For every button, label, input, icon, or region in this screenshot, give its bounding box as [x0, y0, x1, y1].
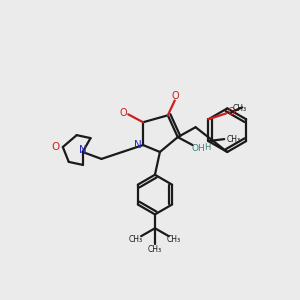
Text: O: O: [227, 107, 235, 117]
Text: CH₃: CH₃: [227, 135, 241, 144]
Text: O: O: [119, 108, 127, 118]
Text: CH₃: CH₃: [129, 235, 143, 244]
Text: O: O: [172, 91, 180, 100]
Text: O: O: [52, 142, 60, 152]
Text: CH₃: CH₃: [233, 104, 247, 113]
Text: H: H: [204, 142, 211, 152]
Text: OH: OH: [192, 143, 206, 152]
Text: N: N: [134, 140, 142, 150]
Text: CH₃: CH₃: [167, 235, 181, 244]
Text: CH₃: CH₃: [148, 244, 162, 253]
Text: N: N: [79, 145, 86, 155]
